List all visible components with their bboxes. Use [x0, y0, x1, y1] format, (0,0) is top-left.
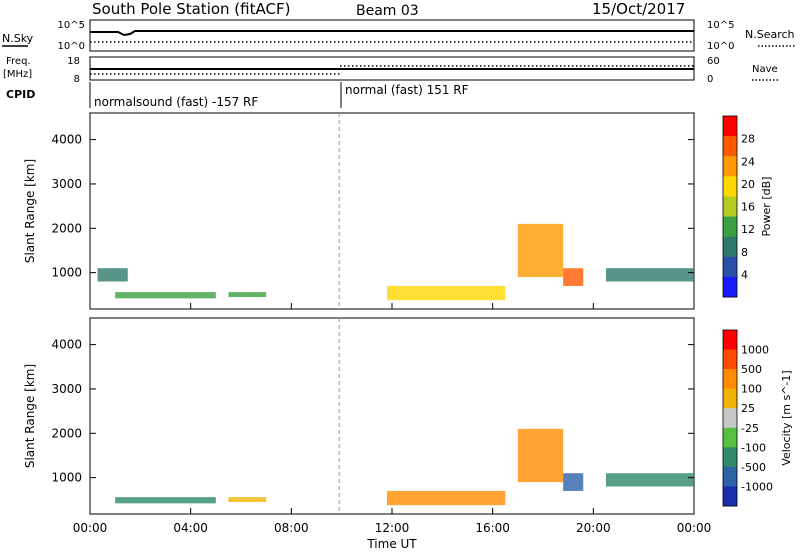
- y-tick-label: 4000: [51, 338, 82, 352]
- colorbar-swatch: [723, 256, 737, 278]
- station-title: South Pole Station (fitACF): [92, 0, 290, 18]
- nave-tick-high: 60: [707, 56, 720, 67]
- x-tick-label: 00:00: [677, 521, 712, 535]
- colorbar-swatch: [723, 156, 737, 177]
- echo-region: [386, 285, 506, 301]
- velocity-heatmap: 1000 2000 3000 4000 Slant Range [km] 00:00 04:…: [23, 317, 793, 551]
- colorbar-tick-label: 100: [741, 383, 762, 396]
- noise-tick-low-right: 10^0: [707, 41, 734, 52]
- x-axis-label: Time UT: [366, 537, 417, 551]
- y-tick-label: 2000: [51, 221, 82, 235]
- colorbar-label: Power [dB]: [760, 177, 773, 237]
- colorbar-tick-label: 4: [741, 268, 748, 281]
- colorbar-swatch: [723, 349, 737, 370]
- colorbar-tick-label: -25: [741, 422, 759, 435]
- nave-series: [90, 65, 694, 75]
- colorbar-swatch: [723, 330, 737, 351]
- nsky-series: [90, 30, 694, 37]
- nave-tick-low: 0: [707, 74, 713, 85]
- echo-region: [563, 268, 584, 286]
- colorbar-swatch: [723, 427, 737, 448]
- x-tick-label: 04:00: [173, 521, 208, 535]
- y-axis-label: Slant Range [km]: [23, 364, 37, 468]
- plot-frame: [89, 317, 695, 515]
- x-tick-label: 00:00: [73, 521, 108, 535]
- colorbar-tick-label: 12: [741, 223, 755, 236]
- cpid-label: CPID: [6, 88, 35, 101]
- plot-frame: [89, 112, 695, 310]
- freq-tick-high: 18: [67, 56, 80, 67]
- cpid-segment-2: normal (fast) 151 RF: [345, 83, 469, 97]
- colorbar-swatch: [723, 116, 737, 137]
- cpid-segment-1: normalsound (fast) -157 RF: [94, 95, 258, 109]
- colorbar-swatch: [723, 369, 737, 390]
- nave-label: Nave: [752, 64, 778, 75]
- freq-unit: [MHz]: [3, 69, 32, 80]
- nsearch-label: N.Search: [745, 28, 795, 41]
- y-axis-label: Slant Range [km]: [23, 159, 37, 263]
- beam-label: Beam 03: [356, 3, 419, 19]
- colorbar-swatch: [723, 447, 737, 468]
- colorbar-frame: [722, 115, 738, 298]
- echo-region: [228, 497, 267, 503]
- echo-region: [605, 268, 694, 282]
- x-tick-label: 12:00: [375, 521, 410, 535]
- colorbar-frame: [722, 329, 738, 507]
- freq-label: Freq.: [6, 56, 31, 67]
- echo-region: [115, 292, 216, 299]
- colorbar-swatch: [723, 136, 737, 157]
- x-tick-label: 16:00: [475, 521, 510, 535]
- colorbar-tick-label: 1000: [741, 344, 769, 357]
- x-tick-label: 08:00: [274, 521, 309, 535]
- y-tick-label: 3000: [51, 382, 82, 396]
- echo-region: [386, 490, 506, 506]
- colorbar-swatch: [723, 176, 737, 197]
- colorbar-swatch: [723, 388, 737, 409]
- colorbar-tick-label: 500: [741, 363, 762, 376]
- colorbar-tick-label: -100: [741, 441, 766, 454]
- echo-region: [563, 473, 584, 491]
- power-heatmap: 1000 2000 3000 4000 Slant Range [km] 4 8 12 16 20…: [23, 112, 773, 310]
- y-tick-label: 1000: [51, 266, 82, 280]
- colorbar-swatch: [723, 196, 737, 218]
- y-tick-label: 4000: [51, 133, 82, 147]
- date-label: 15/Oct/2017: [592, 0, 685, 18]
- noise-tick-high-right: 10^5: [707, 20, 734, 31]
- colorbar-tick-label: 16: [741, 201, 755, 214]
- colorbar-tick-label: -1000: [741, 480, 773, 493]
- y-tick-label: 2000: [51, 426, 82, 440]
- echo-region: [97, 268, 128, 282]
- echo-region: [517, 223, 564, 278]
- colorbar-tick-label: 8: [741, 246, 748, 259]
- echo-region: [228, 292, 267, 298]
- colorbar-tick-label: -500: [741, 461, 766, 474]
- freq-tick-low: 8: [74, 74, 80, 85]
- y-tick-label: 3000: [51, 177, 82, 191]
- colorbar-swatch: [723, 486, 737, 507]
- colorbar-swatch: [723, 466, 737, 487]
- echo-region: [605, 473, 694, 487]
- colorbar-swatch: [723, 276, 737, 298]
- colorbar-tick-label: 24: [741, 155, 755, 168]
- echo-region: [115, 497, 216, 504]
- nsky-label: N.Sky: [2, 32, 34, 45]
- colorbar-tick-label: 28: [741, 133, 755, 146]
- x-tick-label: 20:00: [576, 521, 611, 535]
- colorbar-swatch: [723, 236, 737, 258]
- echo-region: [517, 428, 564, 483]
- colorbar-tick-label: 20: [741, 178, 755, 191]
- colorbar-swatch: [723, 408, 737, 429]
- colorbar-swatch: [723, 216, 737, 238]
- colorbar-tick-label: 25: [741, 402, 755, 415]
- colorbar-label: Velocity [m s^-1]: [780, 370, 793, 465]
- noise-tick-high-left: 10^5: [58, 20, 85, 31]
- noise-tick-low-left: 10^0: [58, 41, 85, 52]
- y-tick-label: 1000: [51, 471, 82, 485]
- noise-panel: [89, 19, 695, 52]
